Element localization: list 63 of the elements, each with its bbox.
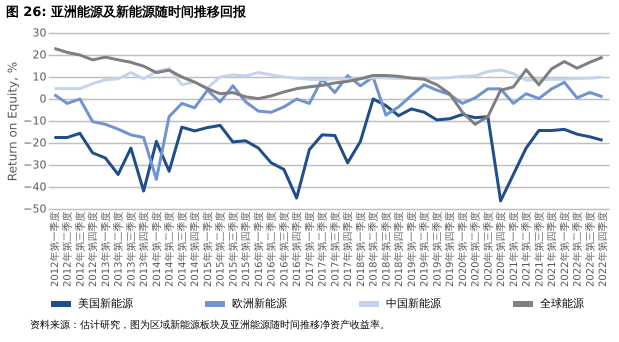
x-tick-label: 2020年第三季度 [482,212,494,287]
x-tick-label: 2017年第三季度 [329,212,342,287]
y-tick-label: 30 [32,26,46,40]
x-tick-label: 2019年第四季度 [444,212,456,287]
chart-title: 图 26: 亚洲能源及新能源随时间推移回报 [6,4,248,20]
line-series [52,98,604,202]
legend-label: 中国新能源 [386,297,441,310]
line-series [52,46,604,126]
x-tick-label: 2014年第四季度 [189,212,202,287]
x-tick-label: 2020年第四季度 [495,212,508,287]
x-tick-label: 2012年第四季度 [87,212,100,287]
x-tick-label: 2018年第三季度 [380,212,392,287]
y-axis-title: Return on Equity, % [5,62,20,182]
x-tick-label: 2021年第三季度 [533,212,546,287]
y-tick-label: −50 [23,202,46,216]
x-tick-label: 2013年第三季度 [125,212,138,287]
y-tick-label: 0 [40,92,46,106]
legend-label: 美国新能源 [78,297,133,310]
y-tick-label: −30 [23,158,46,172]
x-tick-label: 2022年第一季度 [558,212,571,287]
x-tick-label: 2022年第四季度 [597,212,610,287]
x-tick-label: 2021年第一季度 [508,212,520,287]
y-tick-label: −40 [23,180,46,194]
x-tick-label: 2019年第一季度 [406,212,418,287]
x-tick-label: 2020年第二季度 [470,212,482,287]
x-tick-label: 2019年第二季度 [418,212,431,287]
x-tick-label: 2017年第四季度 [342,212,354,287]
x-tick-label: 2022年第三季度 [584,212,596,287]
x-tick-label: 2018年第四季度 [393,212,406,287]
text: 资料来源：估计研究，图为区域新能源板块及亚洲能源随时间推移净资产收益率。 [29,318,391,332]
x-tick-label: 2012年第二季度 [62,212,74,287]
x-tick-label: 2017年第一季度 [304,212,316,287]
x-tick-label: 2016年第三季度 [278,212,290,287]
x-tick-label: 2022年第二季度 [572,212,584,287]
x-tick-label: 2014年第二季度 [164,212,176,287]
x-tick-label: 2017年第二季度 [316,212,329,287]
x-tick-label: 2013年第四季度 [138,212,150,287]
y-tick-label: −20 [23,136,46,150]
x-tick-label: 2021年第四季度 [546,212,558,287]
x-tick-label: 2014年第一季度 [150,212,163,287]
y-tick-label: 20 [32,48,46,62]
x-tick-label: 2019年第三季度 [431,212,444,287]
x-tick-label: 2015年第二季度 [214,212,227,287]
x-tick-label: 2018年第二季度 [368,212,380,287]
x-tick-label: 2021年第二季度 [520,212,533,287]
x-tick-label: 2020年第一季度 [456,212,469,287]
legend-label: 全球能源 [540,297,584,310]
x-tick-label: 2013年第二季度 [112,212,125,287]
x-tick-label: 2012年第一季度 [48,212,61,287]
x-tick-label: 2018年第一季度 [354,212,367,287]
x-tick-label: 2013年第一季度 [100,212,112,287]
x-tick-label: 2016年第二季度 [266,212,278,287]
x-tick-label: 2016年第四季度 [291,212,304,287]
x-tick-label: 2015年第四季度 [240,212,252,287]
x-tick-label: 2015年第一季度 [202,212,214,287]
y-tick-label: 10 [32,70,46,84]
line-series [52,74,604,181]
x-tick-label: 2014年第三季度 [176,212,188,287]
x-tick-label: 2015年第三季度 [227,212,240,287]
y-tick-label: −10 [23,114,46,128]
x-tick-label: 2016年第一季度 [252,212,265,287]
x-tick-label: 2012年第三季度 [74,212,86,287]
legend-label: 欧洲新能源 [232,297,287,310]
